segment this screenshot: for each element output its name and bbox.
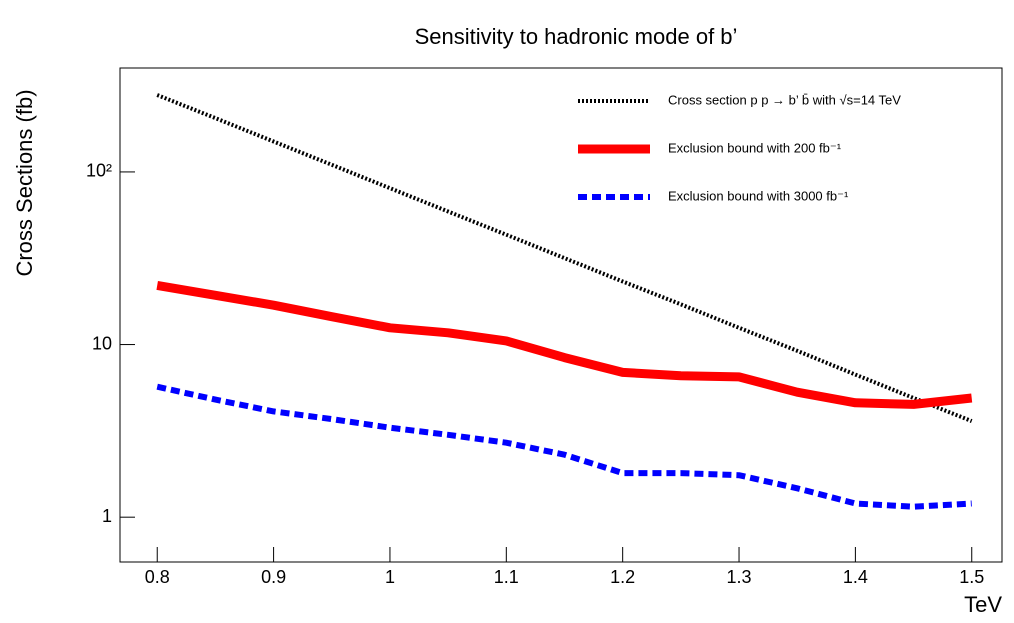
chart-title: Sensitivity to hadronic mode of b’ — [415, 24, 738, 49]
x-tick-label: 1.2 — [610, 567, 635, 587]
y-tick-label: 1 — [102, 506, 112, 526]
series-line — [156, 383, 972, 510]
x-tick-label: 0.9 — [261, 567, 286, 587]
y-tick-label: 10² — [86, 161, 112, 181]
plot-frame — [119, 67, 1003, 563]
x-tick-label: 1.5 — [959, 567, 984, 587]
y-tick-label: 10 — [92, 333, 112, 353]
legend-label: Exclusion bound with 3000 fb⁻¹ — [668, 188, 849, 203]
series-line — [156, 280, 973, 409]
x-tick-label: 1 — [385, 567, 395, 587]
x-tick-label: 0.8 — [145, 567, 170, 587]
x-axis-label: TeV — [964, 592, 1002, 617]
x-tick-label: 1.4 — [843, 567, 868, 587]
series-line — [156, 93, 973, 423]
legend-label: Exclusion bound with 200 fb⁻¹ — [668, 140, 842, 155]
legend-label: Cross section p p → b’ b̄ with √s=14 TeV — [668, 92, 901, 107]
x-tick-label: 1.1 — [494, 567, 519, 587]
y-axis-label: Cross Sections (fb) — [12, 89, 37, 276]
x-tick-label: 1.3 — [727, 567, 752, 587]
